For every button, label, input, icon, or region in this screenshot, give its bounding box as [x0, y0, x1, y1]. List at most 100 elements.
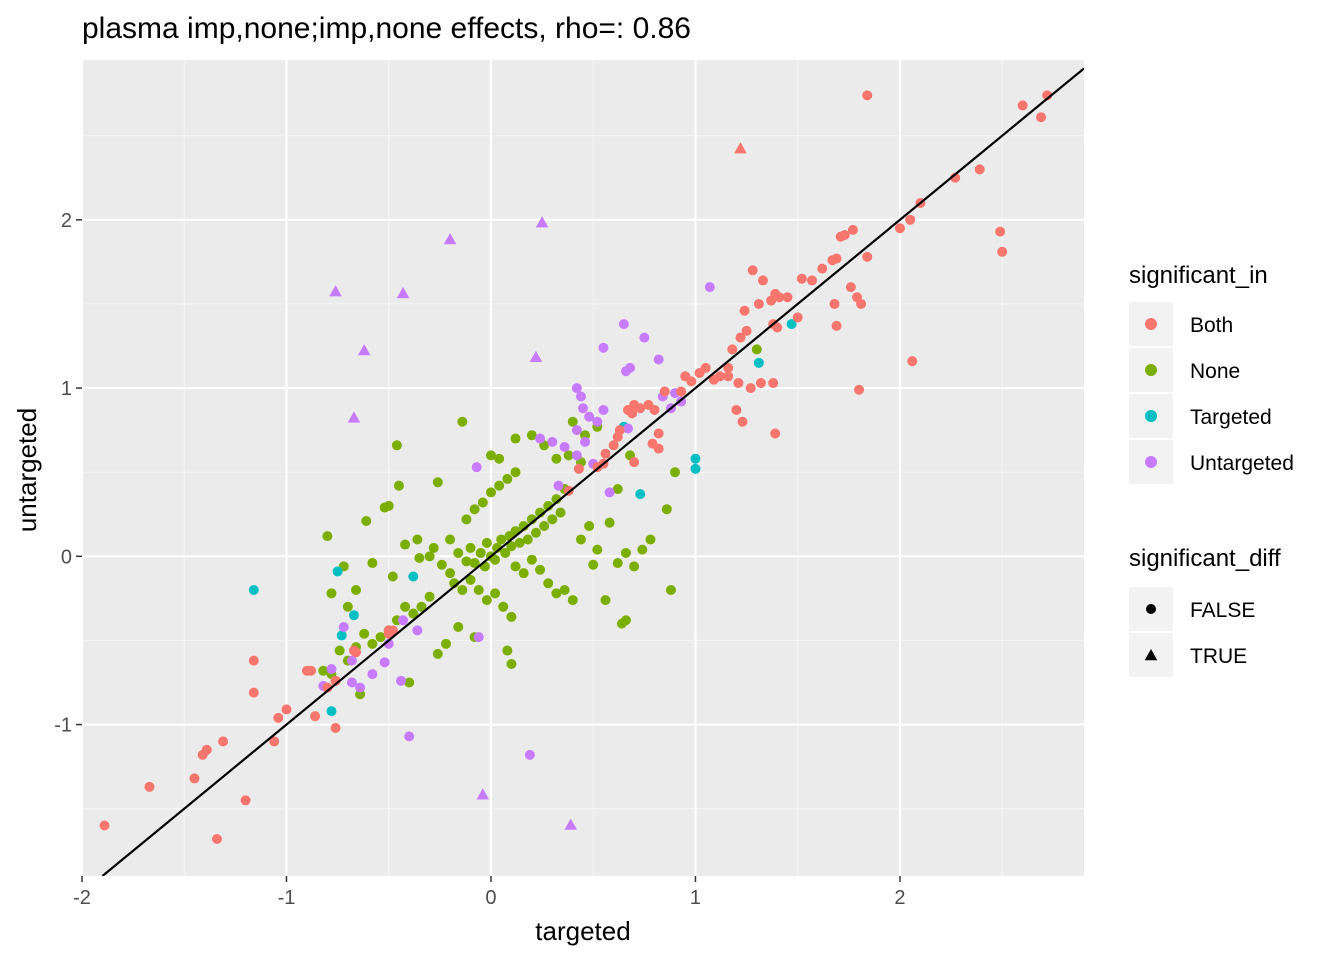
point-both [737, 416, 748, 427]
point-none [518, 568, 529, 579]
point-untargeted [598, 342, 609, 353]
point-untargeted [620, 366, 631, 377]
point-untargeted [471, 462, 482, 473]
point-both [281, 704, 292, 715]
point-none [670, 467, 681, 478]
point-none [567, 416, 578, 427]
point-none [502, 473, 513, 484]
point-both [629, 457, 640, 468]
point-both [856, 298, 867, 309]
point-none [367, 638, 378, 649]
point-both [659, 386, 670, 397]
point-both [310, 711, 321, 722]
point-untargeted [598, 404, 609, 415]
point-both [351, 647, 362, 658]
point-both [301, 665, 312, 676]
x-tick-label: -2 [73, 887, 91, 909]
point-both [772, 322, 783, 333]
point-both [835, 231, 846, 242]
point-none [510, 433, 521, 444]
legend-swatch-none [1145, 364, 1157, 376]
point-none [326, 588, 337, 599]
point-none [457, 584, 468, 595]
y-tick-label: 0 [61, 546, 72, 568]
point-targeted [753, 357, 764, 368]
point-both [831, 253, 842, 264]
legend-swatch-both [1145, 318, 1157, 330]
point-both [845, 282, 856, 293]
point-none [473, 584, 484, 595]
point-both [768, 378, 779, 389]
legend-title-significant-diff: significant_diff [1129, 545, 1281, 572]
point-none [485, 487, 496, 498]
point-none [424, 551, 435, 562]
point-none [424, 591, 435, 602]
legend-shape-circle [1146, 604, 1156, 614]
point-none [481, 537, 492, 548]
point-targeted [408, 571, 419, 582]
point-untargeted [379, 657, 390, 668]
legend-label: Both [1190, 314, 1233, 337]
x-tick-label: 0 [485, 887, 496, 909]
point-none [461, 514, 472, 525]
point-untargeted [398, 615, 409, 626]
point-untargeted [547, 436, 558, 447]
point-both [723, 371, 734, 382]
point-both [747, 265, 758, 276]
point-both [387, 625, 398, 636]
point-untargeted-triangle [564, 818, 578, 830]
point-both [218, 736, 229, 747]
legend-swatch-targeted [1145, 410, 1157, 422]
point-both [829, 298, 840, 309]
point-untargeted [575, 391, 586, 402]
point-both [608, 440, 619, 451]
point-none [400, 601, 411, 612]
point-none [465, 574, 476, 585]
point-both [731, 404, 742, 415]
point-none [522, 534, 533, 545]
point-none [629, 561, 640, 572]
point-none [616, 618, 627, 629]
point-none [477, 497, 488, 508]
point-untargeted [367, 669, 378, 680]
point-untargeted [355, 682, 366, 693]
y-tick-label: 1 [61, 378, 72, 400]
point-both [723, 362, 734, 373]
point-untargeted-triangle [396, 286, 410, 299]
point-targeted [786, 319, 797, 330]
point-none [469, 558, 480, 569]
axis-ticks: -2 -1 0 1 2 -1 0 1 2 [54, 210, 905, 909]
point-both [240, 795, 251, 806]
point-none [543, 578, 554, 589]
point-both [727, 344, 738, 355]
x-tick-label: 1 [690, 887, 701, 909]
point-both [612, 431, 623, 442]
point-untargeted [559, 441, 570, 452]
point-targeted [690, 453, 701, 464]
point-none [383, 500, 394, 511]
point-both [796, 273, 807, 284]
point-none [539, 521, 550, 532]
point-none [475, 547, 486, 558]
point-untargeted [553, 480, 564, 491]
point-none [393, 480, 404, 491]
point-untargeted [404, 731, 415, 742]
point-untargeted [622, 423, 633, 434]
point-untargeted [578, 403, 588, 414]
point-untargeted [571, 383, 582, 394]
point-none [547, 514, 558, 525]
point-none [428, 542, 439, 553]
point-untargeted [571, 425, 582, 436]
point-both [741, 325, 752, 336]
point-none [351, 584, 362, 595]
point-untargeted [326, 664, 337, 675]
point-both [643, 399, 654, 410]
point-none [514, 537, 525, 548]
point-none [506, 659, 517, 670]
point-both [905, 214, 916, 225]
point-none [751, 344, 762, 355]
point-none [526, 430, 537, 441]
point-none [494, 453, 505, 464]
point-none [506, 541, 517, 552]
legend-title-significant-in: significant_in [1129, 262, 1268, 289]
